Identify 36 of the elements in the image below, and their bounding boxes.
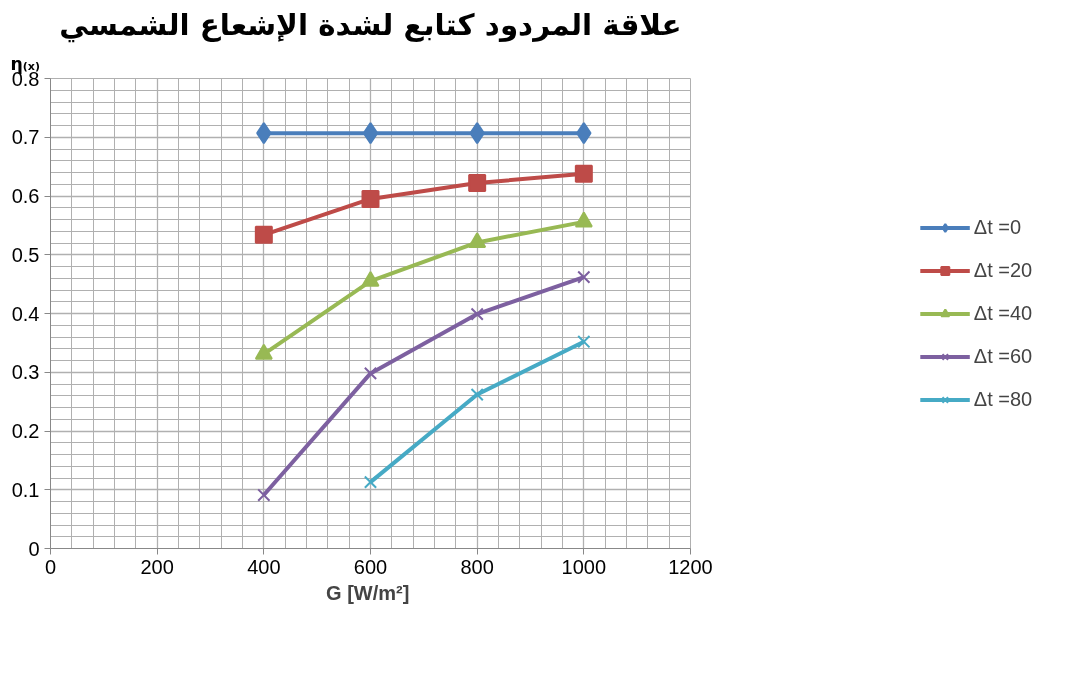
point [470,387,484,402]
y-tick-label: 0.2 [11,420,40,442]
y-tick-label: 0.5 [11,243,40,266]
point [577,335,591,349]
y-tick-label: 0.4 [11,302,40,325]
legend-label: Δt =0 [973,215,1022,239]
point [363,475,378,489]
y-axis-title: η₍ₓ₎ [10,53,40,74]
point [577,270,591,284]
y-tick-label: 0.1 [11,478,40,501]
point [363,366,378,381]
point [254,225,273,244]
point [470,307,484,321]
x-axis-title: G [W/m²] [326,581,410,604]
y-tick-label: 0.3 [11,361,40,384]
y-tick-label: 0.6 [11,185,40,207]
x-tick-label: 1200 [668,555,713,578]
point [257,488,271,502]
x-tick-label: 1000 [561,555,607,578]
y-tick-label: 0.7 [11,126,40,149]
legend-label: Δt =60 [973,344,1033,368]
point [574,164,593,183]
x-tick-label: 0 [44,555,57,578]
legend-label: Δt =20 [973,258,1033,282]
legend-label: Δt =40 [973,301,1033,325]
x-tick-label: 800 [460,555,494,578]
x-tick-label: 600 [353,555,388,578]
point [362,122,379,145]
point [468,174,487,193]
point [468,232,487,249]
chart-title: علاقة المردود كتابع لشدة الإشعاع الشمسي [59,7,682,43]
legend-label: Δt =80 [973,387,1033,411]
point [361,189,380,208]
x-tick-label: 400 [247,555,281,578]
y-tick-label: 0 [28,537,40,560]
x-tick-label: 200 [140,555,174,578]
